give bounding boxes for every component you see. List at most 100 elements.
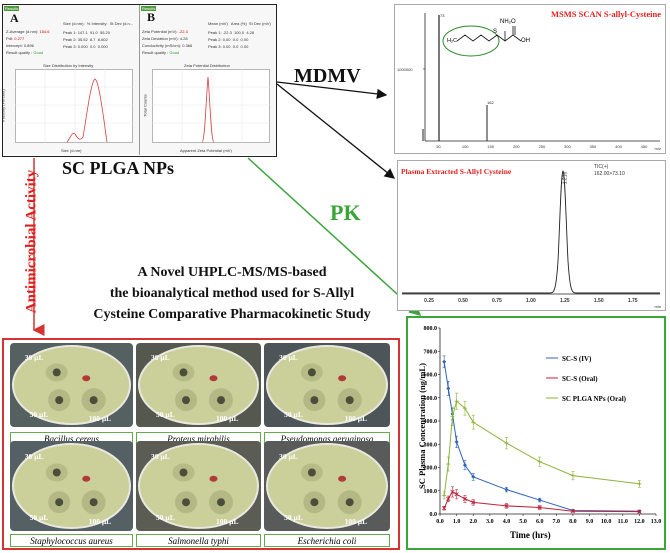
msms-x-tick: 150 bbox=[487, 144, 495, 149]
pk-data-point bbox=[570, 473, 575, 478]
tic-label: TIC(+) bbox=[594, 164, 609, 170]
size-header-0: Size (d.nm): bbox=[63, 21, 85, 26]
size-chart-xlabel: Size (d.nm) bbox=[61, 148, 82, 153]
pk-data-point bbox=[454, 399, 459, 404]
zeta-peak-row: Peak 2: 0.00 0.0 0.00 bbox=[208, 37, 249, 42]
antimicrobial-label: Antimicrobial Activity bbox=[23, 169, 40, 314]
msms-x-tick: 400 bbox=[615, 144, 622, 149]
plate-volume-label: 50 µL bbox=[29, 410, 49, 420]
pdi-row: PdI: 0.277 bbox=[6, 36, 24, 41]
size-distribution-plot bbox=[15, 69, 133, 143]
chromatogram-panel: Plasma Extracted S-Allyl Cysteine TIC(+)… bbox=[397, 160, 666, 311]
pk-series-line bbox=[443, 491, 640, 513]
pk-x-tick-label: 2.0 bbox=[469, 519, 477, 525]
petri-dish bbox=[12, 443, 131, 529]
chromatogram-x-tick: 0.50 bbox=[458, 298, 468, 304]
plate-volume-label: 100 µL bbox=[88, 516, 112, 526]
pk-legend-label: SC-S (Oral) bbox=[562, 375, 598, 383]
nanoparticle-title: SC PLGA NPs bbox=[62, 158, 175, 178]
size-header-2: St Dev (d.n... bbox=[109, 21, 134, 26]
pk-x-tick-label: 0.0 bbox=[436, 519, 444, 525]
result-quality-value: Good bbox=[33, 50, 44, 55]
plate-volume-label: 50 µL bbox=[284, 410, 303, 420]
s-allyl-cysteine-structure bbox=[456, 26, 522, 42]
msms-plot: 73 162 bbox=[422, 13, 660, 142]
panel-label-a: A bbox=[10, 11, 19, 25]
pk-x-tick-label: 13.0 bbox=[651, 519, 662, 525]
plate-volume-label: 100 µL bbox=[216, 516, 239, 526]
zeta-peak-rows: Peak 1: -22.3 100.0 4.28 Peak 2: 0.00 0.… bbox=[208, 29, 254, 50]
pk-legend-label: SC-S (IV) bbox=[562, 355, 592, 363]
pk-x-tick-label: 8.0 bbox=[569, 519, 577, 525]
pk-data-point bbox=[450, 414, 455, 419]
zeta-table-headers: Mean (mV) Area (%) St Dev (mV) bbox=[208, 21, 271, 26]
msms-x-tick: 450 bbox=[640, 144, 648, 149]
panel-label-b: B bbox=[147, 10, 156, 24]
plate-volume-label: 50 µL bbox=[284, 513, 303, 522]
main-title: A Novel UHPLC-MS/MS-based the bioanalyti… bbox=[62, 262, 402, 325]
chromatogram-plot bbox=[402, 170, 660, 295]
size-table-headers: Size (d.nm): % Intensity: St Dev (d.n... bbox=[63, 21, 133, 26]
pk-data-point bbox=[537, 459, 542, 464]
pk-y-tick-label: 700.0 bbox=[424, 349, 438, 355]
agar-plate: 30 µL 50 µL 100 µL bbox=[264, 441, 390, 531]
plate-volume-label: 100 µL bbox=[216, 413, 239, 423]
plate-caption: Salmonella typhi bbox=[136, 534, 261, 547]
pk-x-tick-label: 1.0 bbox=[453, 519, 461, 525]
pk-data-point bbox=[462, 463, 467, 468]
pk-chart: 0.0 1.0 2.0 3.0 4.0 5.0 6.0 7.0 8.0 9.0 10.0 11.0 12… bbox=[424, 326, 662, 525]
size-header-1: % Intensity: bbox=[86, 21, 108, 26]
plate-volume-label: 50 µL bbox=[156, 513, 175, 522]
intercept-label: Intercept: bbox=[6, 43, 23, 48]
pk-y-tick-label: 200.0 bbox=[424, 466, 438, 472]
zeta-header-1: Area (%) bbox=[230, 21, 247, 26]
svg-text:162: 162 bbox=[487, 100, 494, 105]
z-average-row: Z-Average (d.nm): 154.6 bbox=[6, 29, 50, 34]
pk-x-tick-label: 7.0 bbox=[553, 519, 561, 525]
z-average-value: 154.6 bbox=[39, 29, 50, 34]
chromatogram-x-tick: 1.75 bbox=[627, 298, 638, 304]
zeta-deviation-row: Zeta Deviation (mV): 4.28 bbox=[142, 36, 188, 41]
plate-volume-label: 30 µL bbox=[279, 451, 298, 461]
plate-volume-label: 100 µL bbox=[88, 413, 112, 423]
zeta-potential-label: Zeta Potential (mV): bbox=[142, 29, 178, 34]
pk-data-point bbox=[504, 503, 509, 508]
msms-x-tick: 300 bbox=[564, 144, 571, 149]
chromatogram-x-tick: 0.75 bbox=[492, 298, 502, 304]
msms-y-tick: 1000000 bbox=[397, 67, 413, 72]
molecule-h2c: H₂C bbox=[447, 38, 458, 44]
pk-y-tick-label: 300.0 bbox=[424, 442, 438, 448]
pk-data-point bbox=[446, 496, 451, 502]
pk-y-tick-label: 800.0 bbox=[424, 326, 438, 332]
zeta-header-0: Mean (mV) bbox=[208, 21, 228, 26]
pk-data-point bbox=[454, 492, 459, 497]
pk-data-point bbox=[504, 441, 509, 446]
pk-data-point bbox=[637, 509, 642, 514]
conductivity-value: 0.366 bbox=[182, 43, 193, 48]
pk-data-point bbox=[504, 487, 509, 492]
plate-volume-label: 30 µL bbox=[24, 353, 44, 363]
main-title-line: Cysteine Comparative Pharmacokinetic Stu… bbox=[93, 307, 371, 322]
pk-series-line bbox=[443, 400, 640, 496]
size-distribution-curve bbox=[66, 78, 108, 143]
intercept-row: Intercept: 0.896 bbox=[6, 43, 34, 48]
pk-y-tick-label: 500.0 bbox=[424, 396, 438, 402]
chromatogram-x-unit: min bbox=[654, 304, 661, 309]
pk-x-axis-label: Time (hrs) bbox=[510, 530, 551, 540]
zeta-distribution-curve bbox=[201, 76, 215, 143]
pk-x-tick-label: 10.0 bbox=[601, 519, 612, 525]
pk-legend-label: SC PLGA NPs (Oral) bbox=[562, 395, 627, 403]
pk-data-point bbox=[446, 386, 451, 391]
pk-y-tick-label: 600.0 bbox=[424, 373, 438, 379]
pk-y-tick-label: 100.0 bbox=[424, 489, 438, 495]
pk-label: PK bbox=[330, 200, 361, 225]
plate-volume-label: 30 µL bbox=[279, 353, 298, 363]
plate-caption: Escherichia coli bbox=[264, 534, 390, 547]
size-chart-title: Size Distribution by Intensity bbox=[43, 63, 94, 68]
pk-data-point bbox=[446, 462, 451, 467]
pk-data-point bbox=[450, 489, 455, 495]
zeta-distribution-plot bbox=[152, 69, 270, 143]
size-peak-row: Peak 1: 147.1 91.0 55.20 bbox=[63, 30, 110, 35]
zeta-deviation-value: 4.28 bbox=[179, 36, 188, 41]
plate-caption: Staphylococcus aureus bbox=[10, 534, 133, 547]
